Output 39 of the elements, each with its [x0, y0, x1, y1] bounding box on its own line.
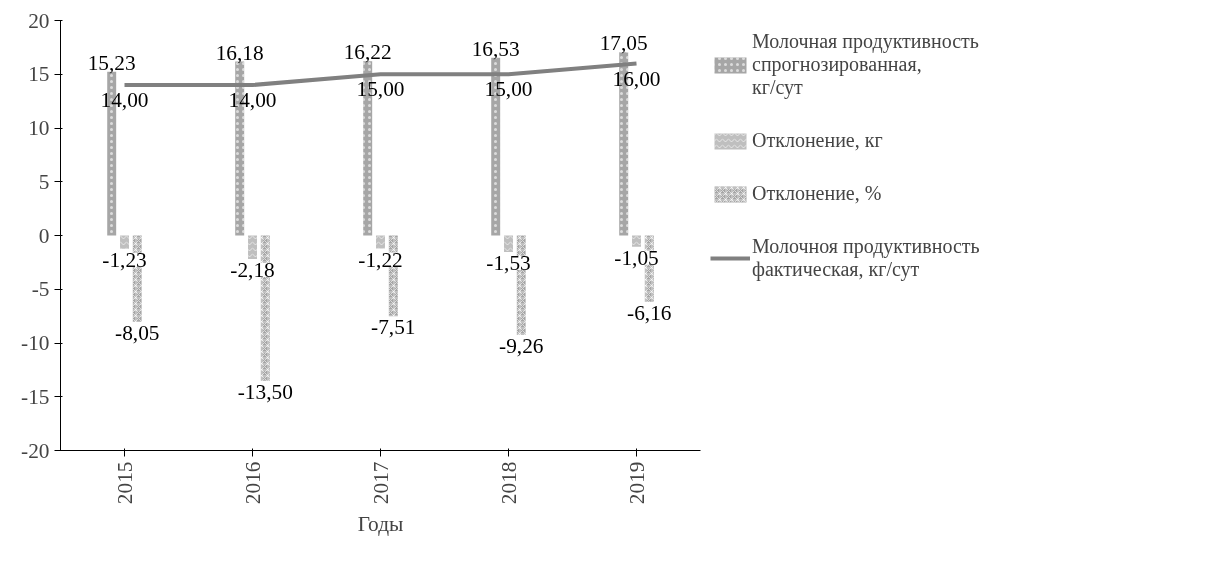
data-label: -13,50 — [237, 379, 293, 404]
data-label: 15,00 — [484, 77, 533, 102]
data-label: 16,18 — [215, 40, 264, 65]
legend-label: Отклонение, % — [752, 182, 882, 205]
x-tick-label: 2015 — [112, 461, 137, 505]
x-tick-label: 2017 — [368, 461, 393, 505]
y-tick-label: -10 — [21, 331, 50, 355]
y-tick-label: -5 — [31, 277, 50, 302]
x-axis-title: Годы — [357, 512, 404, 537]
y-tick-label: 0 — [38, 223, 50, 248]
data-label: 17,05 — [599, 31, 648, 56]
data-label: -1,05 — [614, 245, 659, 270]
data-label: 14,00 — [228, 88, 277, 112]
y-tick-label: 5 — [38, 169, 50, 194]
y-tick-label: 20 — [28, 8, 50, 33]
y-tick-label: -20 — [21, 438, 50, 463]
data-label: -8,05 — [115, 321, 160, 346]
y-tick-label: -15 — [21, 384, 50, 409]
data-label: 16,00 — [612, 66, 661, 91]
data-label: -6,16 — [627, 300, 672, 325]
x-tick-label: 2016 — [240, 461, 265, 505]
data-label: 15,23 — [87, 50, 136, 75]
data-label: 15,00 — [356, 77, 405, 102]
data-label: -2,18 — [230, 257, 275, 282]
data-label: 14,00 — [100, 88, 149, 112]
data-label: -9,26 — [499, 334, 544, 359]
x-tick-label: 2019 — [624, 461, 649, 505]
data-label: 16,22 — [343, 40, 392, 65]
legend-label: Отклонение, кг — [752, 129, 883, 152]
data-label: 16,53 — [471, 36, 520, 61]
legend-label: Молочноя продуктивность фактическая, кг/сут — [752, 235, 980, 281]
data-label: -1,23 — [102, 247, 147, 272]
data-label: -1,22 — [358, 247, 403, 272]
data-label: -7,51 — [371, 315, 416, 340]
data-label: -1,53 — [486, 250, 531, 275]
legend-label: Молочная продуктивность спрогнозированная, кг/сут — [752, 30, 979, 99]
y-tick-label: 15 — [28, 62, 50, 87]
y-tick-label: 10 — [28, 116, 50, 140]
x-tick-label: 2018 — [496, 461, 521, 505]
